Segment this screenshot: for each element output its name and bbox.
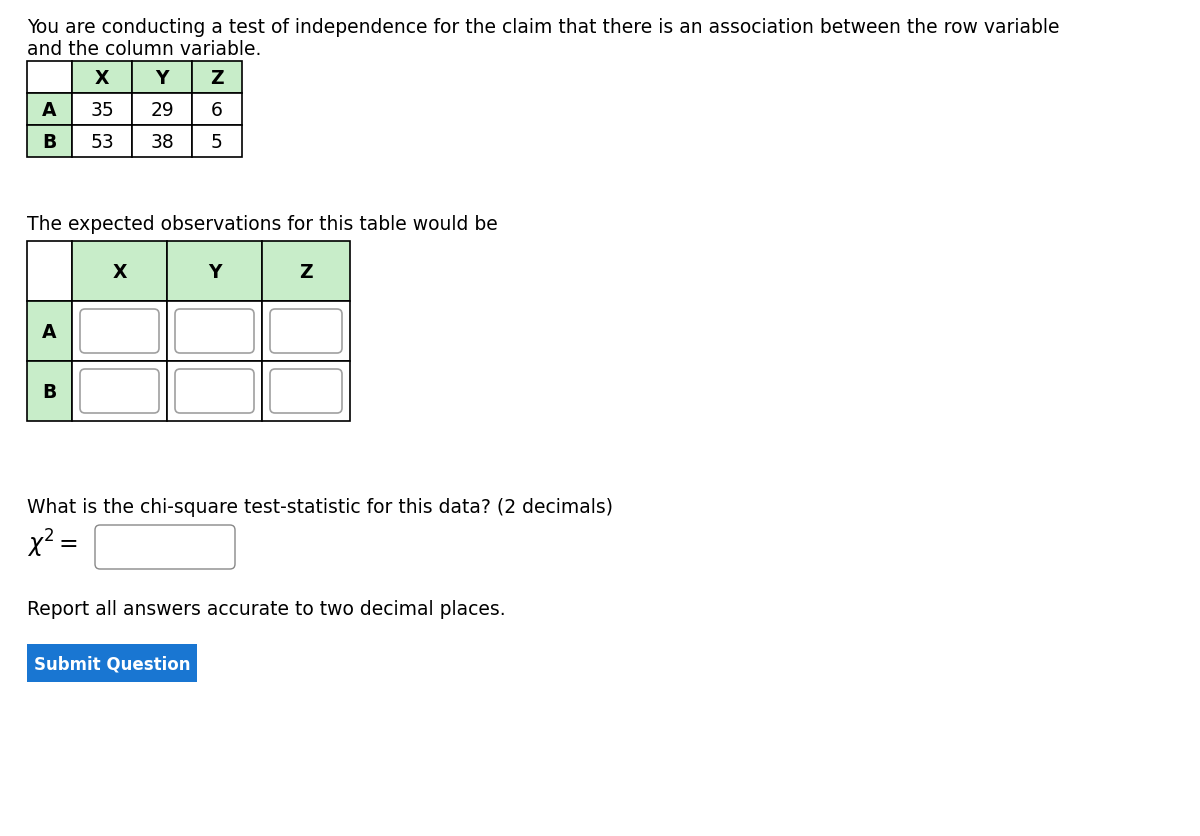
Text: Report all answers accurate to two decimal places.: Report all answers accurate to two decim…	[28, 599, 505, 619]
Text: B: B	[42, 132, 56, 151]
Text: 35: 35	[90, 100, 114, 120]
Bar	[192, 94, 242, 126]
Bar	[28, 302, 72, 361]
Bar	[28, 126, 72, 158]
Bar	[72, 62, 132, 94]
Text: $\chi^2 =$: $\chi^2 =$	[28, 528, 78, 559]
Text: What is the chi-square test-statistic for this data? (2 decimals): What is the chi-square test-statistic fo…	[28, 497, 613, 517]
FancyBboxPatch shape	[270, 309, 342, 354]
Bar	[72, 361, 167, 421]
Bar	[262, 242, 350, 302]
Bar	[132, 126, 192, 158]
Bar	[262, 302, 350, 361]
Bar	[72, 242, 167, 302]
Text: A: A	[42, 322, 56, 341]
Text: Z: Z	[210, 69, 224, 88]
Text: 53: 53	[90, 132, 114, 151]
Text: Y: Y	[208, 263, 221, 281]
Bar	[132, 62, 192, 94]
Text: 29: 29	[150, 100, 174, 120]
Bar	[167, 361, 262, 421]
Bar	[262, 361, 350, 421]
Bar	[28, 94, 72, 126]
Bar	[28, 361, 72, 421]
Bar	[167, 242, 262, 302]
Text: 5: 5	[211, 132, 223, 151]
FancyBboxPatch shape	[175, 370, 254, 414]
Text: Z: Z	[299, 263, 313, 281]
Bar	[28, 242, 72, 302]
Text: and the column variable.: and the column variable.	[28, 40, 262, 59]
Bar	[167, 302, 262, 361]
Bar	[28, 645, 197, 682]
Bar	[72, 302, 167, 361]
Text: B: B	[42, 382, 56, 401]
Text: A: A	[42, 100, 56, 120]
Text: You are conducting a test of independence for the claim that there is an associa: You are conducting a test of independenc…	[28, 18, 1060, 37]
Text: Y: Y	[155, 69, 169, 88]
FancyBboxPatch shape	[95, 525, 235, 569]
Text: X: X	[95, 69, 109, 88]
FancyBboxPatch shape	[175, 309, 254, 354]
Text: Submit Question: Submit Question	[34, 655, 191, 672]
FancyBboxPatch shape	[80, 309, 158, 354]
Text: X: X	[113, 263, 127, 281]
Bar	[72, 126, 132, 158]
Bar	[192, 126, 242, 158]
Bar	[28, 62, 72, 94]
Text: 38: 38	[150, 132, 174, 151]
Bar	[192, 62, 242, 94]
Text: 6: 6	[211, 100, 223, 120]
Text: The expected observations for this table would be: The expected observations for this table…	[28, 215, 498, 234]
Bar	[72, 94, 132, 126]
FancyBboxPatch shape	[80, 370, 158, 414]
FancyBboxPatch shape	[270, 370, 342, 414]
Bar	[132, 94, 192, 126]
